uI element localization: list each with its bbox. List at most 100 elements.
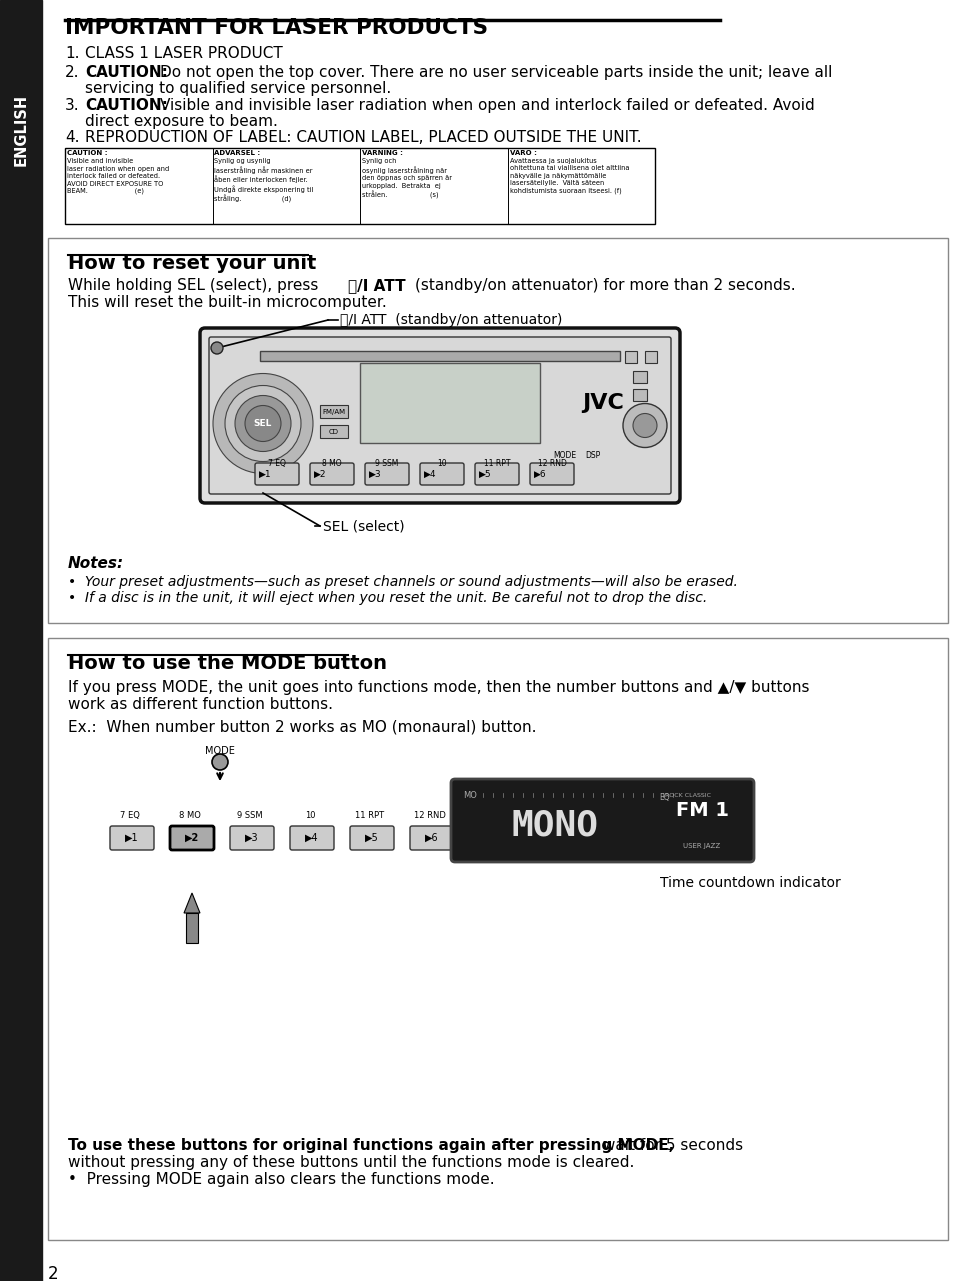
Text: ▶6: ▶6 bbox=[425, 833, 439, 843]
Text: 9 SSM: 9 SSM bbox=[375, 459, 398, 468]
Text: SEL: SEL bbox=[253, 419, 273, 428]
Bar bbox=[633, 407, 647, 419]
Text: MODE: MODE bbox=[205, 746, 235, 756]
FancyBboxPatch shape bbox=[475, 462, 519, 485]
Bar bbox=[320, 425, 348, 438]
Text: ▶3: ▶3 bbox=[245, 833, 259, 843]
FancyBboxPatch shape bbox=[170, 826, 214, 851]
Text: wait for 5 seconds: wait for 5 seconds bbox=[598, 1138, 743, 1153]
FancyBboxPatch shape bbox=[230, 826, 274, 851]
FancyBboxPatch shape bbox=[170, 826, 214, 851]
Text: ▶5: ▶5 bbox=[479, 470, 492, 479]
Text: •  Pressing MODE again also clears the functions mode.: • Pressing MODE again also clears the fu… bbox=[68, 1172, 494, 1187]
Text: IMPORTANT FOR LASER PRODUCTS: IMPORTANT FOR LASER PRODUCTS bbox=[65, 18, 488, 38]
Text: FM 1: FM 1 bbox=[676, 802, 729, 821]
FancyBboxPatch shape bbox=[290, 826, 334, 851]
Text: ROCK CLASSIC: ROCK CLASSIC bbox=[665, 793, 711, 798]
Circle shape bbox=[212, 755, 228, 770]
Text: without pressing any of these buttons until the functions mode is cleared.: without pressing any of these buttons un… bbox=[68, 1155, 635, 1170]
Text: 7 EQ: 7 EQ bbox=[120, 811, 140, 820]
Text: 8 MO: 8 MO bbox=[180, 811, 201, 820]
FancyBboxPatch shape bbox=[255, 462, 299, 485]
Text: DSP: DSP bbox=[586, 451, 601, 460]
Text: SEL (select): SEL (select) bbox=[323, 519, 404, 533]
Bar bbox=[625, 351, 637, 363]
Text: Synlig och
osynlig laserstrålning när
den öppnas och spärren är
urkopplad.  Betr: Synlig och osynlig laserstrålning när de… bbox=[362, 158, 452, 199]
Text: Visible and invisible
laser radiation when open and
interlock failed or defeated: Visible and invisible laser radiation wh… bbox=[67, 158, 169, 195]
Bar bbox=[633, 389, 647, 401]
Text: Do not open the top cover. There are no user serviceable parts inside the unit; : Do not open the top cover. There are no … bbox=[160, 65, 832, 79]
FancyBboxPatch shape bbox=[530, 462, 574, 485]
Text: Time countdown indicator: Time countdown indicator bbox=[660, 876, 840, 890]
Text: ▶4: ▶4 bbox=[305, 833, 319, 843]
Text: ▶2: ▶2 bbox=[185, 833, 199, 843]
Text: While holding SEL (select), press: While holding SEL (select), press bbox=[68, 278, 324, 293]
Text: FM/AM: FM/AM bbox=[323, 409, 346, 415]
Text: JVC: JVC bbox=[582, 393, 624, 412]
Text: ▶5: ▶5 bbox=[365, 833, 379, 843]
Text: ▶1: ▶1 bbox=[125, 833, 139, 843]
Text: How to reset your unit: How to reset your unit bbox=[68, 254, 317, 273]
Text: MO: MO bbox=[463, 790, 477, 801]
FancyBboxPatch shape bbox=[209, 337, 671, 494]
Bar bbox=[186, 913, 198, 943]
Text: ENGLISH: ENGLISH bbox=[13, 94, 29, 167]
Text: 3.: 3. bbox=[65, 99, 80, 113]
Text: VARNING :: VARNING : bbox=[362, 150, 403, 156]
Text: CLASS 1 LASER PRODUCT: CLASS 1 LASER PRODUCT bbox=[85, 46, 283, 61]
Text: CAUTION :: CAUTION : bbox=[67, 150, 108, 156]
Text: ▶4: ▶4 bbox=[423, 470, 436, 479]
Text: EQ: EQ bbox=[660, 793, 670, 802]
FancyBboxPatch shape bbox=[310, 462, 354, 485]
Circle shape bbox=[235, 396, 291, 451]
Text: Ex.:  When number button 2 works as MO (monaural) button.: Ex.: When number button 2 works as MO (m… bbox=[68, 720, 537, 735]
Text: •  If a disc is in the unit, it will eject when you reset the unit. Be careful n: • If a disc is in the unit, it will ejec… bbox=[68, 591, 708, 605]
Circle shape bbox=[213, 374, 313, 474]
Text: ▶6: ▶6 bbox=[534, 470, 546, 479]
Text: USER JAZZ: USER JAZZ bbox=[684, 843, 721, 849]
Text: direct exposure to beam.: direct exposure to beam. bbox=[85, 114, 277, 129]
Text: 4.: 4. bbox=[65, 129, 80, 145]
FancyBboxPatch shape bbox=[350, 826, 394, 851]
Text: 2.: 2. bbox=[65, 65, 80, 79]
FancyBboxPatch shape bbox=[48, 638, 948, 1240]
Text: ▶2: ▶2 bbox=[185, 833, 199, 843]
Bar bbox=[360, 363, 540, 443]
Bar bbox=[645, 351, 657, 363]
FancyBboxPatch shape bbox=[451, 779, 754, 862]
Text: 11 RPT: 11 RPT bbox=[484, 459, 511, 468]
Text: servicing to qualified service personnel.: servicing to qualified service personnel… bbox=[85, 81, 392, 96]
Text: ADVARSEL :: ADVARSEL : bbox=[214, 150, 260, 156]
Text: 12 RND: 12 RND bbox=[414, 811, 446, 820]
Circle shape bbox=[623, 404, 667, 447]
Text: ▶1: ▶1 bbox=[258, 470, 272, 479]
Polygon shape bbox=[184, 893, 200, 913]
Text: MODE: MODE bbox=[553, 451, 577, 460]
FancyBboxPatch shape bbox=[410, 826, 454, 851]
Text: 9 SSM: 9 SSM bbox=[237, 811, 263, 820]
FancyBboxPatch shape bbox=[365, 462, 409, 485]
Text: This will reset the built-in microcomputer.: This will reset the built-in microcomput… bbox=[68, 295, 387, 310]
Text: CAUTION:: CAUTION: bbox=[85, 99, 168, 113]
Bar bbox=[0, 0, 42, 1281]
Text: 12 RND: 12 RND bbox=[538, 459, 566, 468]
FancyBboxPatch shape bbox=[110, 826, 154, 851]
Text: CAUTION:: CAUTION: bbox=[85, 65, 168, 79]
Text: work as different function buttons.: work as different function buttons. bbox=[68, 697, 333, 712]
Text: 7 EQ: 7 EQ bbox=[268, 459, 286, 468]
Text: ⏻/I ATT  (standby/on attenuator): ⏻/I ATT (standby/on attenuator) bbox=[340, 313, 563, 327]
Text: Notes:: Notes: bbox=[68, 556, 124, 571]
Text: How to use the MODE button: How to use the MODE button bbox=[68, 655, 387, 673]
Circle shape bbox=[211, 342, 223, 354]
Text: MONO: MONO bbox=[512, 808, 598, 843]
FancyBboxPatch shape bbox=[420, 462, 464, 485]
Text: Visible and invisible laser radiation when open and interlock failed or defeated: Visible and invisible laser radiation wh… bbox=[160, 99, 815, 113]
Text: To use these buttons for original functions again after pressing MODE,: To use these buttons for original functi… bbox=[68, 1138, 674, 1153]
Text: 2: 2 bbox=[48, 1266, 59, 1281]
Text: •  Your preset adjustments—such as preset channels or sound adjustments—will als: • Your preset adjustments—such as preset… bbox=[68, 575, 738, 589]
Bar bbox=[65, 149, 655, 224]
Text: Avattaessa ja suojalukitus
ohitettuna tai viallisena olet alttiina
näkyvälle ja : Avattaessa ja suojalukitus ohitettuna ta… bbox=[510, 158, 629, 195]
Text: If you press MODE, the unit goes into functions mode, then the number buttons an: If you press MODE, the unit goes into fu… bbox=[68, 680, 809, 696]
Text: VARO :: VARO : bbox=[510, 150, 537, 156]
Bar bbox=[260, 351, 620, 361]
